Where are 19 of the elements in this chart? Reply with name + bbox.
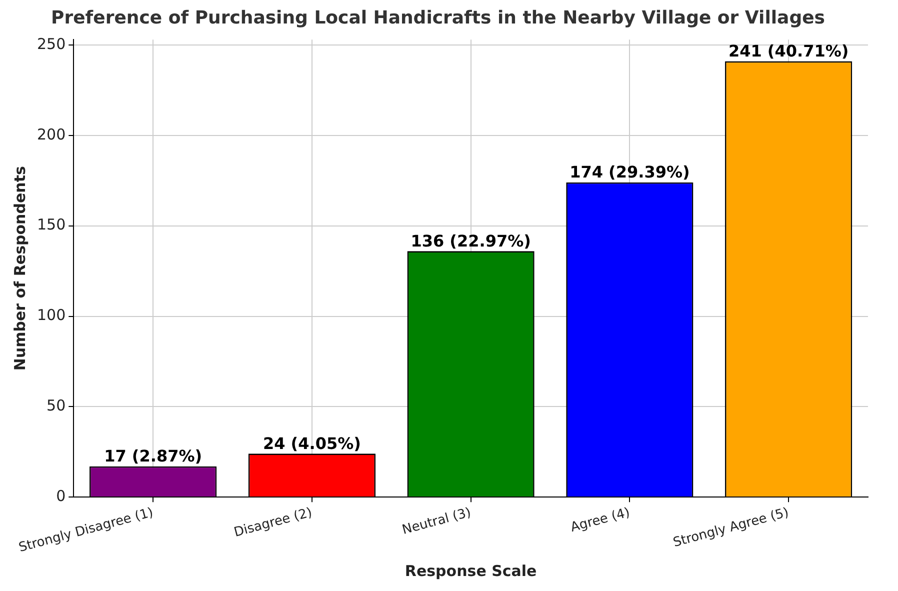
data-label: 174 (29.39%) <box>570 162 690 182</box>
x-tick-label: Strongly Disagree (1) <box>17 505 155 556</box>
y-axis-title: Number of Respondents <box>10 166 29 371</box>
data-label: 17 (2.87%) <box>104 446 202 466</box>
x-tick-label: Strongly Agree (5) <box>672 505 790 551</box>
y-tick-label: 50 <box>46 396 66 415</box>
y-tick-label: 0 <box>56 486 66 505</box>
data-label: 241 (40.71%) <box>728 41 849 60</box>
y-tick-label: 150 <box>36 216 66 234</box>
y-tick-label: 250 <box>36 34 66 53</box>
data-label: 24 (4.05%) <box>262 434 361 453</box>
x-tick-label: Neutral (3) <box>400 505 473 538</box>
chart-title: Preference of Purchasing Local Handicrafts in the Nearby Village or Villages <box>50 7 826 28</box>
y-tick-label: 100 <box>36 306 66 324</box>
y-tick-label: 200 <box>36 125 66 144</box>
x-axis-title: Response Scale <box>404 562 537 580</box>
data-label: 136 (22.97%) <box>410 231 531 250</box>
x-tick-label: Agree (4) <box>569 505 632 536</box>
x-tick-label: Disagree (2) <box>232 505 314 541</box>
